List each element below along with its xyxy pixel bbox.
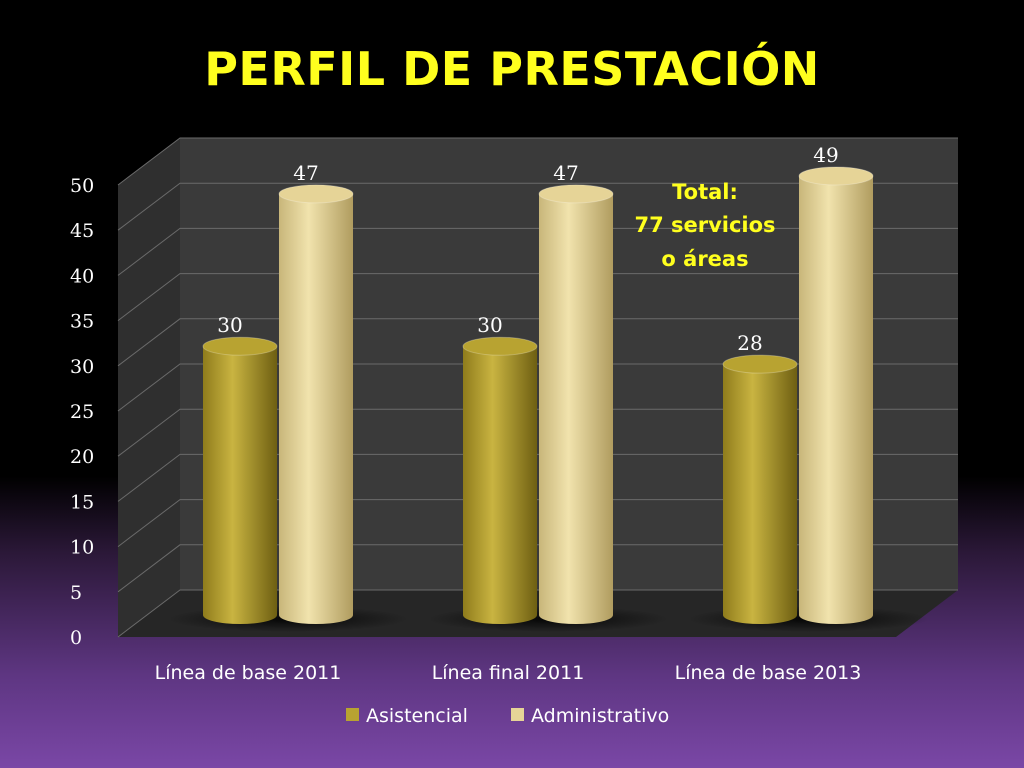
data-label: 47 <box>293 161 318 185</box>
gridline <box>117 137 958 186</box>
legend-label-administrativo: Administrativo <box>531 705 669 727</box>
annotation-line-1: Total: <box>672 180 738 204</box>
gridline <box>117 182 958 231</box>
data-labels: 30 47 30 47 28 49 <box>217 143 838 355</box>
gridline <box>117 227 958 276</box>
data-label: 28 <box>737 331 762 355</box>
y-tick-label: 45 <box>70 220 94 242</box>
y-axis: 0 5 10 15 20 25 30 35 40 45 50 <box>70 175 94 649</box>
annotation-line-2: 77 servicios <box>634 213 775 237</box>
y-tick-label: 40 <box>70 265 94 287</box>
x-tick-label: Línea de base 2011 <box>155 662 342 684</box>
y-tick-label: 20 <box>70 446 94 468</box>
gridline <box>117 408 958 457</box>
y-tick-label: 5 <box>70 582 82 604</box>
y-tick-label: 25 <box>70 401 94 423</box>
y-tick-label: 35 <box>70 311 94 333</box>
gridline <box>117 318 958 367</box>
gridline <box>117 499 958 547</box>
legend-label-asistencial: Asistencial <box>366 705 468 727</box>
bars <box>202 166 874 624</box>
y-tick-label: 30 <box>70 356 94 378</box>
legend-swatch-administrativo <box>511 708 524 721</box>
bar <box>538 184 614 624</box>
gridlines <box>117 137 958 638</box>
y-tick-label: 10 <box>70 537 94 559</box>
x-axis: Línea de base 2011 Línea final 2011 Línea … <box>155 662 862 684</box>
gridline <box>117 589 958 638</box>
bar <box>722 354 798 624</box>
y-tick-label: 50 <box>70 175 94 197</box>
gridline <box>117 453 958 502</box>
bar <box>278 184 354 624</box>
bar <box>798 166 874 624</box>
total-annotation: Total: 77 servicios o áreas <box>634 180 775 271</box>
data-label: 30 <box>217 313 242 337</box>
annotation-line-3: o áreas <box>661 247 748 271</box>
gridline <box>117 544 958 593</box>
chart-title: PERFIL DE PRESTACIÓN <box>204 42 820 96</box>
bar <box>202 336 278 624</box>
y-tick-label: 0 <box>70 627 82 649</box>
gridline <box>117 363 958 412</box>
y-tick-label: 15 <box>70 491 94 513</box>
bar <box>462 336 538 624</box>
data-label: 30 <box>477 313 502 337</box>
legend: Asistencial Administrativo <box>346 705 669 727</box>
data-label: 49 <box>813 143 838 167</box>
legend-swatch-asistencial <box>346 708 359 721</box>
data-label: 47 <box>553 161 578 185</box>
x-tick-label: Línea de base 2013 <box>675 662 862 684</box>
gridline <box>117 273 958 321</box>
x-tick-label: Línea final 2011 <box>432 662 585 684</box>
